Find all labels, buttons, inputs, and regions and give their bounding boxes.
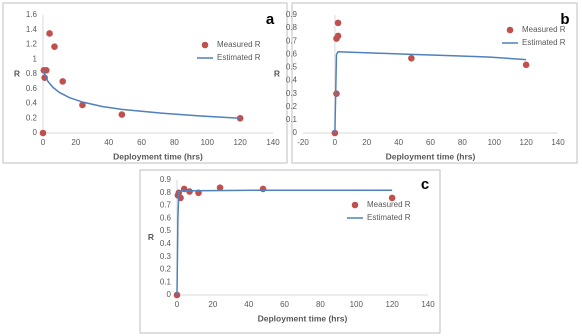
x-tick-label: 120 [233, 138, 247, 147]
measured-point [39, 129, 47, 137]
x-tick-label: 0 [41, 138, 46, 147]
measured-point [522, 61, 530, 69]
legend-label: Estimated R [522, 38, 566, 47]
legend-label: Measured R [522, 25, 566, 34]
x-tick-label: 80 [458, 138, 467, 147]
legend-label: Measured R [367, 200, 411, 209]
legend-swatch [201, 41, 209, 49]
y-tick-label: 0.3 [160, 252, 172, 261]
x-axis-title: Deployment time (hrs) [113, 151, 203, 161]
x-tick-label: 20 [208, 300, 217, 309]
panel-border [2, 2, 288, 164]
y-tick-label: 0.1 [286, 115, 298, 124]
y-tick-label: 0.6 [26, 84, 38, 93]
x-tick-label: 0 [175, 300, 180, 309]
y-tick-label: 0.8 [286, 23, 298, 32]
x-tick-label: 100 [488, 138, 502, 147]
measured-point [59, 78, 67, 85]
y-tick-label: 0 [33, 128, 38, 137]
measured-point [259, 185, 267, 193]
y-tick-label: 0.2 [26, 113, 38, 122]
y-tick-label: 0.8 [160, 188, 172, 197]
x-tick-label: 40 [244, 300, 253, 309]
x-axis-title: Deployment time (hrs) [386, 151, 476, 161]
x-tick-label: 60 [137, 138, 146, 147]
legend-swatch [351, 201, 359, 209]
estimated-line [176, 189, 393, 296]
measured-point [408, 54, 415, 62]
measured-point [216, 184, 224, 191]
measured-point [388, 194, 396, 202]
x-tick-label: 80 [316, 300, 325, 309]
measured-point [333, 90, 340, 97]
x-tick-label: 140 [266, 138, 280, 147]
y-tick-label: 0.5 [160, 226, 172, 235]
y-tick-label: 0.1 [160, 277, 172, 286]
y-tick-label: 0.4 [286, 76, 298, 85]
x-tick-label: 140 [551, 138, 565, 147]
estimated-line [334, 50, 527, 134]
y-tick-label: 1.4 [26, 25, 38, 34]
measured-point [334, 19, 342, 27]
x-tick-label: 100 [201, 138, 215, 147]
y-tick-label: 0.4 [26, 99, 38, 108]
x-tick-label: 60 [426, 138, 435, 147]
x-tick-label: 40 [104, 138, 113, 147]
legend-swatch [506, 26, 514, 34]
measured-point [46, 30, 53, 37]
y-axis-title: R [148, 232, 154, 242]
x-tick-label: 140 [421, 300, 435, 309]
x-tick-label: 120 [385, 300, 399, 309]
y-tick-label: 0.9 [160, 175, 172, 184]
panel-label: c [421, 176, 429, 193]
measured-point [51, 43, 58, 51]
y-tick-label: 0.8 [26, 69, 38, 78]
panel-label: a [266, 11, 275, 28]
panel-border [291, 2, 578, 164]
measured-point [79, 101, 86, 109]
y-tick-label: 0.4 [160, 239, 172, 248]
y-tick-label: 0 [293, 128, 298, 137]
legend-label: Measured R [217, 40, 261, 49]
y-tick-label: 0.7 [160, 201, 172, 210]
x-tick-label: 40 [394, 138, 403, 147]
y-tick-label: 1.6 [26, 10, 38, 19]
legend-label: Estimated R [217, 53, 261, 62]
x-tick-label: 20 [71, 138, 80, 147]
measured-point [118, 111, 126, 118]
x-tick-label: 20 [362, 138, 371, 147]
y-tick-label: 0 [167, 290, 172, 299]
x-tick-label: 60 [280, 300, 289, 309]
estimated-line [43, 70, 241, 119]
x-tick-label: 0 [333, 138, 338, 147]
y-tick-label: 1.2 [26, 40, 38, 49]
y-tick-label: 0.6 [160, 213, 172, 222]
y-tick-label: 0.6 [286, 49, 298, 58]
y-tick-label: 0.5 [286, 63, 298, 72]
legend-label: Estimated R [367, 213, 411, 222]
y-axis-title: R [14, 68, 20, 78]
panel-label: b [560, 11, 569, 28]
y-tick-label: 0.3 [286, 89, 298, 98]
y-tick-label: 0.2 [286, 102, 298, 111]
measured-point [334, 32, 342, 40]
y-axis-title: R [274, 68, 280, 78]
y-tick-label: 0.7 [286, 36, 298, 45]
x-axis-title: Deployment time (hrs) [258, 313, 348, 323]
x-tick-label: 100 [350, 300, 364, 309]
y-tick-label: 0.2 [160, 265, 172, 274]
y-tick-label: 0.9 [286, 10, 298, 19]
x-tick-label: 120 [519, 138, 533, 147]
y-tick-label: 1 [33, 54, 38, 63]
x-tick-label: -20 [297, 138, 309, 147]
x-tick-label: 80 [170, 138, 179, 147]
